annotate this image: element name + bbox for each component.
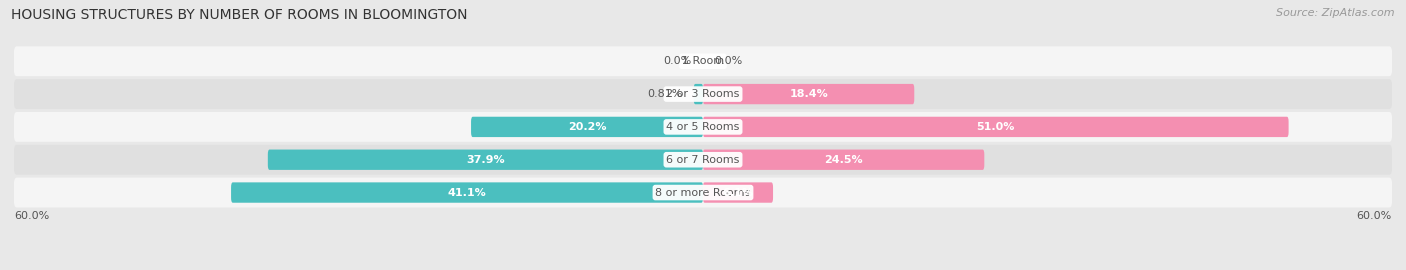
Text: 0.0%: 0.0% xyxy=(714,56,742,66)
FancyBboxPatch shape xyxy=(703,84,914,104)
FancyBboxPatch shape xyxy=(471,117,703,137)
Text: 24.5%: 24.5% xyxy=(824,155,863,165)
FancyBboxPatch shape xyxy=(231,182,703,203)
Text: 4 or 5 Rooms: 4 or 5 Rooms xyxy=(666,122,740,132)
Text: 6 or 7 Rooms: 6 or 7 Rooms xyxy=(666,155,740,165)
FancyBboxPatch shape xyxy=(14,79,1392,109)
Legend: Owner-occupied, Renter-occupied: Owner-occupied, Renter-occupied xyxy=(565,268,841,270)
Text: 1 Room: 1 Room xyxy=(682,56,724,66)
Text: 0.0%: 0.0% xyxy=(664,56,692,66)
FancyBboxPatch shape xyxy=(14,145,1392,175)
Text: 51.0%: 51.0% xyxy=(977,122,1015,132)
FancyBboxPatch shape xyxy=(14,112,1392,142)
Text: 20.2%: 20.2% xyxy=(568,122,606,132)
Text: 0.81%: 0.81% xyxy=(647,89,682,99)
FancyBboxPatch shape xyxy=(14,178,1392,207)
Text: 60.0%: 60.0% xyxy=(1357,211,1392,221)
Text: HOUSING STRUCTURES BY NUMBER OF ROOMS IN BLOOMINGTON: HOUSING STRUCTURES BY NUMBER OF ROOMS IN… xyxy=(11,8,468,22)
FancyBboxPatch shape xyxy=(703,150,984,170)
Text: 60.0%: 60.0% xyxy=(14,211,49,221)
Text: 41.1%: 41.1% xyxy=(447,188,486,198)
Text: 18.4%: 18.4% xyxy=(789,89,828,99)
FancyBboxPatch shape xyxy=(703,117,1289,137)
FancyBboxPatch shape xyxy=(14,46,1392,76)
FancyBboxPatch shape xyxy=(267,150,703,170)
Text: 6.1%: 6.1% xyxy=(723,188,754,198)
Text: 8 or more Rooms: 8 or more Rooms xyxy=(655,188,751,198)
Text: 2 or 3 Rooms: 2 or 3 Rooms xyxy=(666,89,740,99)
FancyBboxPatch shape xyxy=(693,84,703,104)
Text: Source: ZipAtlas.com: Source: ZipAtlas.com xyxy=(1277,8,1395,18)
FancyBboxPatch shape xyxy=(703,182,773,203)
Text: 37.9%: 37.9% xyxy=(467,155,505,165)
